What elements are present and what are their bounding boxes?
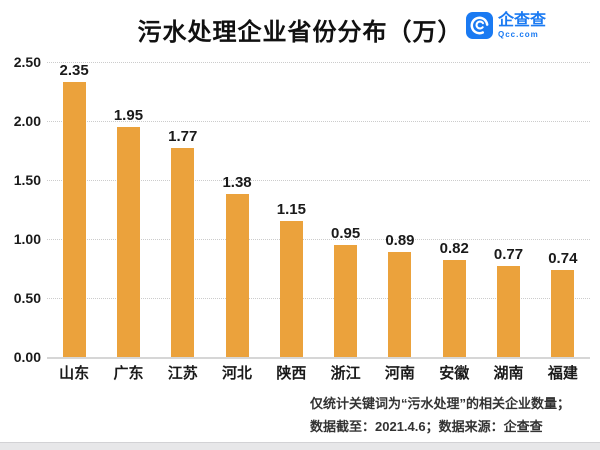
bar-value-label: 1.77 [168, 128, 198, 146]
bar [334, 244, 358, 357]
footnote-line2: 数据截至：2021.4.6；数据来源：企查查 [310, 419, 543, 434]
bar-value-label: 1.15 [276, 201, 306, 219]
bar-value-label: 2.35 [59, 62, 89, 79]
bar [388, 251, 412, 357]
bar [279, 221, 303, 357]
gridline [47, 121, 590, 122]
bar [551, 269, 575, 357]
qcc-logo-name: 企查查 [498, 11, 547, 29]
gridline [47, 298, 590, 299]
y-axis: 0.00 0.50 1.00 1.50 2.00 2.50 [0, 54, 41, 365]
bar-series: 2.35 1.95 1.77 1.38 1.15 0.95 0.89 0.82 0.77 0.74 [47, 62, 590, 357]
x-tick-label: 湖南 [493, 365, 524, 382]
bar [171, 148, 195, 357]
x-tick-label: 福建 [547, 365, 578, 382]
bottom-strip [0, 442, 600, 450]
footnote-line1: 仅统计关键词为“污水处理”的相关企业数量； [310, 396, 571, 411]
bar-slot: 1.38 [210, 62, 264, 357]
y-tick-label: 2.00 [13, 113, 41, 129]
bar-slot: 0.77 [481, 62, 535, 357]
y-tick-label: 0.50 [13, 290, 41, 306]
bar [116, 126, 140, 357]
qcc-logo-domain: Qcc.com [498, 29, 539, 39]
y-tick-label: 0.00 [13, 349, 41, 365]
bar-slot: 2.35 [47, 62, 101, 357]
bar-value-label: 0.77 [493, 246, 524, 264]
gridline [47, 62, 590, 63]
plot-area: 2.35 1.95 1.77 1.38 1.15 0.95 0.89 0.82 0.77 0.74 [47, 62, 590, 359]
bar [225, 194, 249, 357]
bar-slot: 0.74 [536, 62, 590, 357]
bar-slot: 0.82 [427, 62, 481, 357]
y-tick-label: 2.50 [13, 54, 41, 70]
x-tick-label: 河南 [384, 365, 415, 382]
y-tick-label: 1.50 [13, 172, 41, 188]
bar [62, 82, 86, 357]
bar-slot: 1.95 [101, 62, 155, 357]
bar-slot: 0.95 [318, 62, 372, 357]
bar-value-label: 1.95 [113, 106, 144, 124]
x-tick-label: 安徽 [439, 365, 470, 382]
x-tick-label: 河北 [222, 365, 253, 382]
y-tick-label: 1.00 [13, 231, 41, 247]
bar [497, 266, 521, 357]
qcc-logo-text: 企查查 Qcc.com [498, 11, 547, 39]
bar-value-label: 0.82 [439, 240, 469, 258]
bar-value-label: 0.89 [385, 231, 415, 249]
footnote: 仅统计关键词为“污水处理”的相关企业数量； 数据截至：2021.4.6；数据来源… [310, 392, 570, 438]
bar-slot: 0.89 [373, 62, 427, 357]
bar-value-label: 0.74 [548, 249, 578, 267]
chart-title: 污水处理企业省份分布（万） [137, 19, 463, 46]
bar-slot: 1.77 [156, 62, 210, 357]
x-tick-label: 江苏 [167, 365, 198, 382]
x-axis: 山东 广东 江苏 河北 陕西 浙江 河南 安徽 湖南 福建 [47, 362, 590, 383]
bar-slot: 1.15 [264, 62, 318, 357]
bar-value-label: 0.95 [331, 224, 361, 242]
x-tick-label: 陕西 [276, 365, 307, 382]
bar-value-label: 1.38 [222, 174, 252, 192]
bar [442, 260, 466, 357]
gridline [47, 180, 590, 181]
x-tick-label: 山东 [59, 365, 90, 382]
qcc-logo: 企查查 Qcc.com [466, 12, 546, 39]
gridline [47, 239, 590, 240]
x-tick-label: 广东 [113, 365, 144, 382]
qcc-logo-icon [466, 12, 493, 39]
x-tick-label: 浙江 [330, 365, 361, 382]
